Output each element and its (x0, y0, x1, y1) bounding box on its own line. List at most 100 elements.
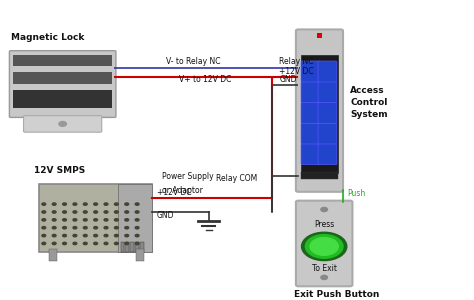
FancyBboxPatch shape (9, 51, 116, 117)
Circle shape (115, 242, 118, 245)
Circle shape (135, 219, 139, 221)
Circle shape (52, 234, 56, 237)
Circle shape (73, 226, 77, 229)
Bar (118, 184, 152, 252)
Bar (136, 242, 139, 252)
Bar (130, 242, 134, 252)
Circle shape (59, 122, 66, 126)
Circle shape (301, 232, 347, 261)
Circle shape (83, 234, 87, 237)
Circle shape (115, 211, 118, 213)
Circle shape (94, 219, 98, 221)
FancyBboxPatch shape (318, 82, 337, 103)
FancyBboxPatch shape (318, 144, 337, 165)
FancyBboxPatch shape (301, 102, 320, 123)
Circle shape (125, 242, 128, 245)
Circle shape (83, 203, 87, 205)
Circle shape (104, 226, 108, 229)
Text: V+ to 12V DC: V+ to 12V DC (179, 75, 232, 84)
Circle shape (63, 219, 66, 221)
Circle shape (42, 242, 46, 245)
FancyBboxPatch shape (296, 29, 343, 192)
FancyBboxPatch shape (301, 61, 320, 82)
Circle shape (125, 226, 128, 229)
FancyBboxPatch shape (301, 82, 320, 103)
Bar (13, 72, 112, 84)
Circle shape (73, 203, 77, 205)
Bar (126, 242, 129, 252)
Bar (140, 242, 144, 252)
Bar (13, 90, 112, 108)
FancyBboxPatch shape (301, 123, 320, 144)
Circle shape (63, 226, 66, 229)
Bar (48, 249, 57, 261)
Circle shape (73, 219, 77, 221)
Circle shape (94, 226, 98, 229)
Text: Power Supply: Power Supply (162, 172, 213, 181)
Circle shape (104, 242, 108, 245)
Circle shape (42, 234, 46, 237)
Circle shape (52, 203, 56, 205)
Bar (13, 55, 112, 66)
Circle shape (135, 242, 139, 245)
Circle shape (104, 234, 108, 237)
Circle shape (63, 242, 66, 245)
Circle shape (52, 226, 56, 229)
Circle shape (83, 242, 87, 245)
Text: V- to Relay NC: V- to Relay NC (166, 57, 221, 66)
Text: To Exit: To Exit (312, 263, 337, 272)
Circle shape (73, 234, 77, 237)
FancyBboxPatch shape (318, 61, 337, 82)
Circle shape (94, 234, 98, 237)
Text: Push: Push (347, 189, 365, 198)
Circle shape (125, 219, 128, 221)
Circle shape (115, 226, 118, 229)
FancyBboxPatch shape (296, 201, 353, 286)
Text: Access
Control
System: Access Control System (350, 86, 388, 119)
Circle shape (73, 242, 77, 245)
Circle shape (135, 234, 139, 237)
Text: Relay NC: Relay NC (279, 57, 314, 66)
Circle shape (83, 226, 87, 229)
FancyBboxPatch shape (24, 116, 102, 132)
Text: 12V SMPS: 12V SMPS (35, 166, 86, 175)
Text: Relay COM: Relay COM (216, 174, 257, 183)
Circle shape (321, 275, 328, 280)
Circle shape (104, 203, 108, 205)
Circle shape (83, 211, 87, 213)
Text: Press: Press (314, 220, 334, 229)
Circle shape (305, 235, 343, 258)
FancyBboxPatch shape (39, 184, 152, 252)
Circle shape (63, 211, 66, 213)
Circle shape (52, 211, 56, 213)
Circle shape (125, 234, 128, 237)
Bar (317, 33, 322, 38)
Circle shape (42, 203, 46, 205)
Circle shape (94, 242, 98, 245)
Circle shape (52, 242, 56, 245)
Text: +12V DC: +12V DC (157, 188, 191, 197)
Circle shape (52, 219, 56, 221)
Text: GND: GND (279, 75, 297, 84)
Bar (301, 55, 338, 172)
Circle shape (104, 219, 108, 221)
Circle shape (135, 226, 139, 229)
Circle shape (125, 211, 128, 213)
Circle shape (73, 211, 77, 213)
Circle shape (63, 203, 66, 205)
Circle shape (135, 203, 139, 205)
Circle shape (42, 211, 46, 213)
Circle shape (115, 234, 118, 237)
Bar (120, 242, 124, 252)
Circle shape (135, 211, 139, 213)
Circle shape (83, 219, 87, 221)
Circle shape (94, 203, 98, 205)
Circle shape (321, 208, 328, 212)
Circle shape (125, 203, 128, 205)
FancyBboxPatch shape (318, 123, 337, 144)
FancyBboxPatch shape (301, 144, 320, 165)
Circle shape (42, 226, 46, 229)
Text: Exit Push Button: Exit Push Button (293, 290, 379, 298)
Circle shape (63, 234, 66, 237)
Text: +12V DC: +12V DC (279, 67, 314, 76)
